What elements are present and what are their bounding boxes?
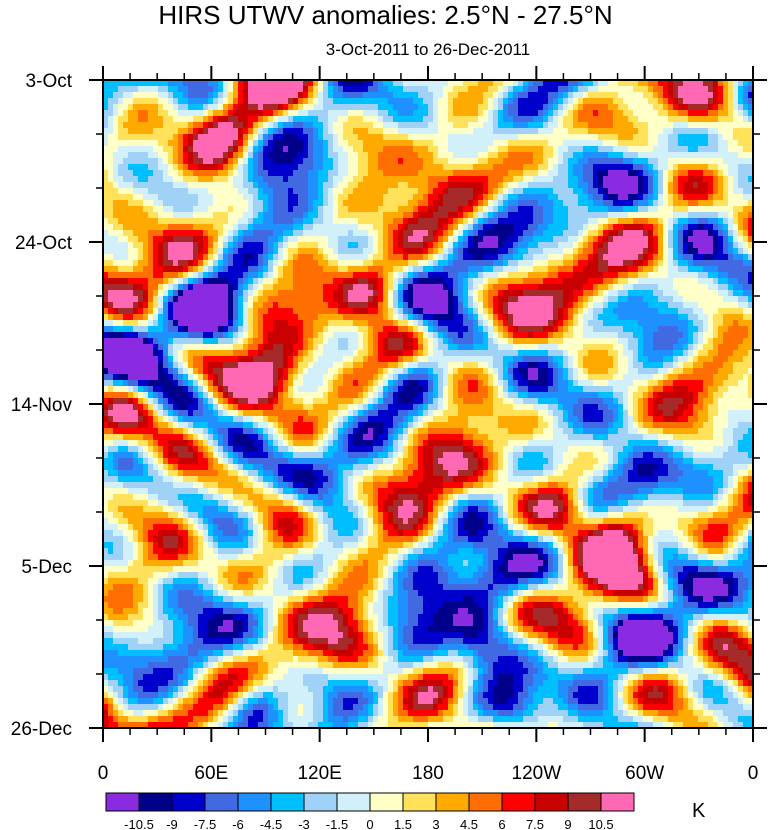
colorbar-label: 6 [498, 817, 505, 830]
x-tick-label: 0 [748, 763, 759, 784]
x-tick-label: 0 [98, 763, 109, 784]
colorbar-swatch [567, 792, 602, 812]
x-tick-label: 60W [625, 763, 664, 784]
colorbar-label: -7.5 [194, 817, 216, 830]
y-tick-label: 26-Dec [11, 719, 72, 740]
colorbar-label: 7.5 [526, 817, 544, 830]
y-tick-label: 5-Dec [21, 557, 72, 578]
colorbar-label: -1.5 [326, 817, 348, 830]
y-tick-label: 14-Nov [11, 395, 73, 416]
colorbar-label: 3 [432, 817, 439, 830]
chart-subtitle: 3-Oct-2011 to 26-Dec-2011 [325, 40, 531, 59]
colorbar: -10.5 -9 -7.5 -6 -4.5 -3 -1.5 0 1.5 3 4.5 6 7.5 9 10.5 [105, 792, 635, 830]
colorbar-label: 4.5 [460, 817, 478, 830]
colorbar-label: 10.5 [588, 817, 613, 830]
colorbar-label: 9 [564, 817, 571, 830]
colorbar-swatch [534, 792, 569, 812]
colorbar-swatch [336, 792, 371, 812]
colorbar-swatch [435, 792, 470, 812]
colorbar-swatch [171, 792, 206, 812]
colorbar-swatch [402, 792, 437, 812]
x-tick-label: 180 [412, 763, 444, 784]
colorbar-unit: K [692, 800, 706, 822]
x-tick-label: 60E [194, 763, 228, 784]
colorbar-swatch [204, 792, 239, 812]
colorbar-swatch [270, 792, 305, 812]
colorbar-label: 0 [366, 817, 373, 830]
colorbar-label: -6 [232, 817, 244, 830]
chart-title: HIRS UTWV anomalies: 2.5°N - 27.5°N [158, 0, 613, 30]
colorbar-label: -3 [298, 817, 310, 830]
y-tick-label: 3-Oct [26, 71, 73, 92]
colorbar-label: 1.5 [394, 817, 412, 830]
colorbar-swatch [369, 792, 404, 812]
x-tick-label: 120W [512, 763, 562, 784]
y-tick-label: 24-Oct [15, 233, 73, 254]
anomaly-field [103, 80, 754, 729]
colorbar-swatch [138, 792, 173, 812]
colorbar-swatch [468, 792, 503, 812]
colorbar-swatch [237, 792, 272, 812]
colorbar-label: -10.5 [124, 817, 154, 830]
colorbar-swatch [600, 792, 635, 812]
colorbar-label: -9 [166, 817, 178, 830]
colorbar-swatch [303, 792, 338, 812]
colorbar-swatch [501, 792, 536, 812]
x-tick-label: 120E [297, 763, 341, 784]
colorbar-swatch [105, 792, 140, 812]
axis-ticks: 0 60E 120E 180 120W 60W 0 3-Oct 24-Oct 14-Nov 5-De… [11, 66, 767, 784]
colorbar-label: -4.5 [260, 817, 282, 830]
